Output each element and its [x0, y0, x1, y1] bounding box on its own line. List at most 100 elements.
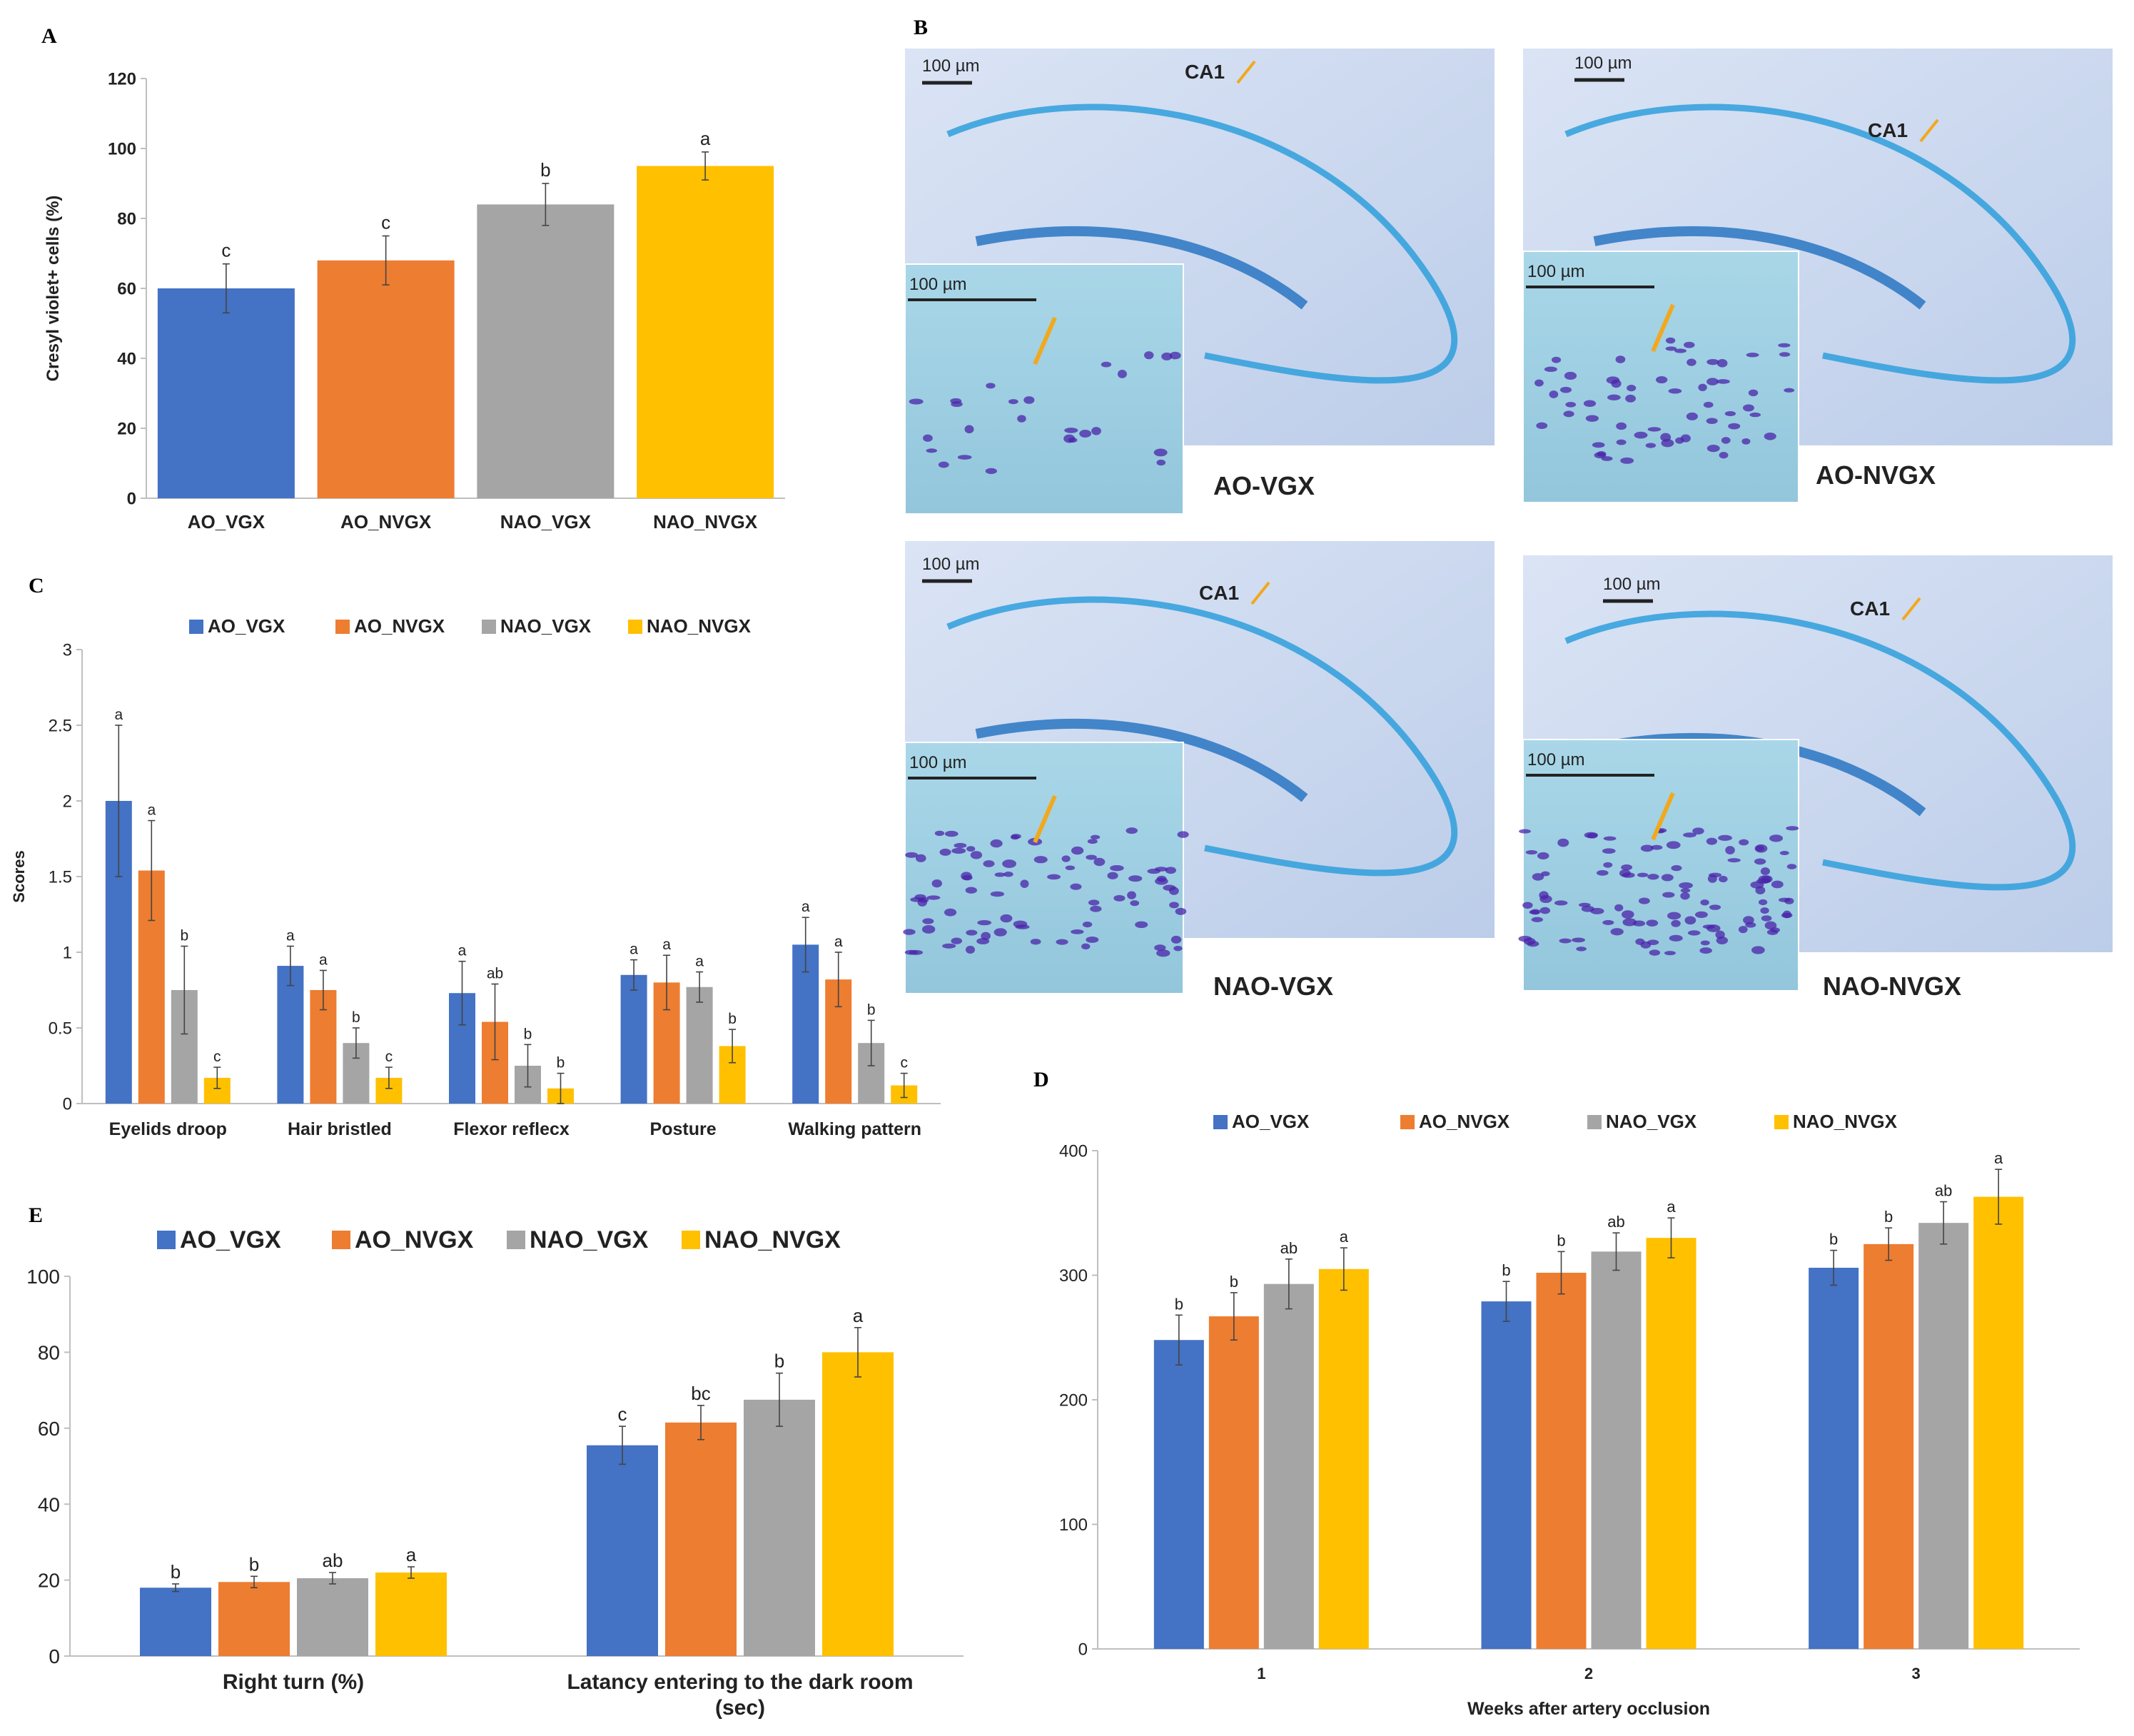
nucleus	[921, 925, 936, 934]
nucleus	[1107, 872, 1118, 879]
nucleus	[977, 919, 992, 926]
y-tick-label: 100	[108, 140, 136, 159]
nucleus	[1090, 905, 1102, 912]
nucleus	[942, 943, 956, 949]
nucleus	[909, 398, 924, 405]
nucleus	[1627, 384, 1637, 392]
y-tick-label: 0	[49, 1645, 60, 1667]
dentate-gyrus-band	[975, 719, 1308, 802]
nucleus	[1113, 894, 1126, 902]
legend-label: NAO_NVGX	[1793, 1111, 1898, 1132]
nucleus	[1683, 832, 1696, 838]
chart-d-weekly: AO_VGX AO_NVGX NAO_VGX NAO_NVGX 0 100 200 300 40…	[1059, 1111, 2080, 1719]
significance-letter: c	[221, 240, 231, 261]
significance-letter: ab	[1935, 1182, 1952, 1200]
nucleus	[1572, 937, 1586, 943]
nucleus	[1779, 850, 1789, 856]
nucleus	[1766, 929, 1779, 935]
nucleus	[1079, 430, 1092, 438]
significance-letter: b	[524, 1026, 532, 1042]
nucleus	[1002, 859, 1016, 868]
nucleus	[1781, 912, 1793, 919]
x-tick-label: 2	[1584, 1665, 1593, 1682]
nucleus	[1706, 445, 1720, 453]
nucleus	[1665, 337, 1676, 344]
ca1-arrow	[1236, 60, 1256, 84]
panel-label-d: D	[1033, 1068, 1049, 1091]
nucleus	[1666, 841, 1681, 849]
significance-letter: b	[774, 1351, 784, 1372]
hippocampus-band	[946, 104, 1458, 384]
significance-letter: b	[1884, 1208, 1893, 1226]
nucleus	[1784, 388, 1795, 393]
nucleus	[1070, 883, 1082, 890]
ca1-label: CA1	[1868, 119, 1908, 141]
legend-swatch	[682, 1231, 700, 1249]
significance-letter: bc	[691, 1383, 710, 1404]
significance-letter: a	[853, 1305, 864, 1326]
nucleus	[1091, 427, 1101, 435]
nucleus	[1645, 443, 1657, 448]
significance-letter: a	[695, 954, 704, 970]
y-tick-label: 2	[63, 792, 72, 812]
micrograph-2: 100 µm 100 µm CA1 AO-NVGX	[1522, 49, 2113, 503]
significance-letter: a	[662, 937, 671, 953]
nucleus	[1616, 439, 1627, 445]
legend-label: NAO_NVGX	[704, 1226, 841, 1253]
bar	[140, 1588, 211, 1656]
nucleus	[1698, 383, 1707, 392]
y-tick-label: 20	[38, 1570, 60, 1592]
nucleus	[1616, 422, 1627, 430]
nucleus	[1709, 872, 1722, 877]
nucleus	[1584, 832, 1598, 839]
y-tick-label: 2.5	[49, 717, 72, 736]
nucleus	[1742, 404, 1754, 412]
nucleus	[1671, 919, 1681, 927]
ca1-label: CA1	[1850, 597, 1890, 620]
bar	[1208, 1316, 1259, 1649]
bar	[637, 166, 774, 498]
nucleus	[1101, 361, 1112, 368]
nucleus	[1615, 355, 1626, 363]
nucleus	[1010, 834, 1019, 840]
nucleus	[1519, 829, 1531, 834]
nucleus	[1602, 919, 1614, 925]
nucleus	[1699, 947, 1712, 954]
significance-letter: c	[385, 1049, 393, 1065]
nucleus	[1017, 415, 1026, 423]
nucleus	[965, 887, 977, 894]
nucleus	[1088, 899, 1100, 906]
nucleus	[1165, 867, 1176, 874]
nucleus	[993, 928, 1007, 937]
nucleus	[1680, 888, 1691, 893]
nucleus	[1015, 924, 1030, 929]
bar	[686, 986, 713, 1104]
ca1-arrow	[1901, 597, 1921, 621]
nucleus	[931, 879, 942, 888]
nucleus	[1665, 346, 1677, 351]
nucleus	[1754, 858, 1766, 865]
ca1-label: CA1	[1185, 61, 1225, 83]
inset-scale-label: 100 µm	[909, 275, 967, 294]
y-tick-label: 120	[108, 70, 136, 89]
micrograph-caption: NAO-VGX	[1213, 972, 1333, 1001]
nucleus	[1748, 389, 1759, 397]
nucleus	[1071, 846, 1084, 855]
nucleus	[1679, 882, 1693, 889]
nucleus	[1771, 880, 1784, 889]
significance-letter: b	[1175, 1295, 1183, 1313]
bar	[277, 966, 304, 1104]
nucleus	[1606, 376, 1620, 384]
nucleus	[923, 434, 933, 442]
nucleus	[1760, 867, 1770, 875]
hippocampus-band	[1564, 104, 2076, 384]
nucleus	[1532, 873, 1544, 881]
significance-letter: a	[286, 928, 295, 944]
nucleus	[970, 851, 983, 859]
nucleus	[1655, 375, 1668, 384]
nucleus	[1716, 359, 1728, 368]
inset-scale-label: 100 µm	[1527, 262, 1585, 281]
micrograph-4: 100 µm 100 µm CA1 NAO-NVGX	[1518, 555, 2113, 1001]
nucleus	[1621, 864, 1633, 871]
nucleus	[1728, 423, 1741, 430]
